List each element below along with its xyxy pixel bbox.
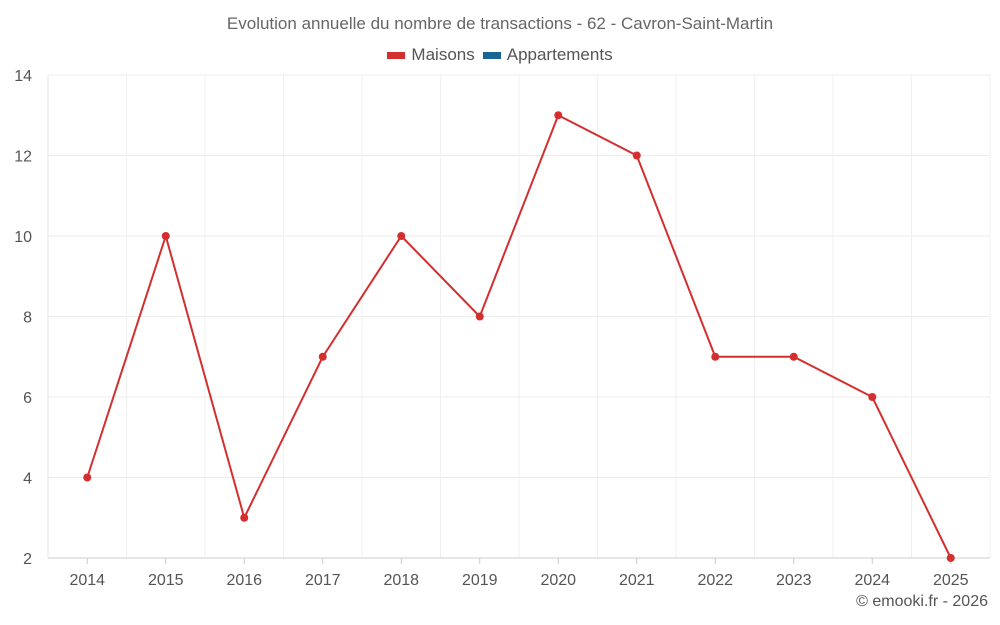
data-point [946,554,955,562]
x-tick-label: 2024 [854,572,890,589]
x-tick-label: 2017 [305,572,341,589]
x-tick-label: 2023 [776,572,812,589]
x-tick-label: 2014 [69,572,105,589]
chart-title: Evolution annuelle du nombre de transact… [226,14,774,33]
legend-swatch-appartements [482,51,501,59]
x-tick-label: 2016 [226,572,262,589]
axes: 2 4 6 8 10 12 14 2014 2015 2016 2017 2018 2019 2020 20… [14,68,990,589]
x-tick-label: 2021 [619,572,655,589]
y-tick-label: 4 [23,471,32,488]
data-point [318,352,327,361]
y-tick-label: 12 [14,149,32,166]
y-tick-label: 10 [14,229,32,246]
x-tick-label: 2025 [933,572,969,589]
series-layer [83,111,955,562]
y-tick-label: 8 [23,310,32,327]
legend-swatch-maisons [387,51,406,59]
data-point [397,232,406,240]
x-tick-label: 2020 [540,572,576,589]
x-tick-label: 2018 [383,572,419,589]
legend-label-maisons: Maisons [411,45,475,64]
data-point [711,352,720,361]
credit-text: © emooki.fr - 2026 [856,593,988,610]
data-point [632,151,641,160]
y-tick-label: 14 [14,68,32,85]
series-line-maisons [86,114,952,559]
x-tick-label: 2015 [148,572,184,589]
data-point [554,111,563,120]
legend-label-appartements: Appartements [506,45,613,64]
legend: Maisons Appartements [0,45,1000,65]
x-tick-label: 2022 [697,572,733,589]
x-tick-label: 2019 [462,572,498,589]
legend-item-appartements[interactable]: Appartements [482,45,613,65]
grid [48,74,991,558]
y-tick-label: 2 [23,551,32,568]
data-point [240,513,249,522]
data-point [789,352,798,361]
data-point [475,312,484,321]
legend-item-maisons[interactable]: Maisons [387,45,475,65]
y-tick-label: 6 [23,390,32,407]
data-point [83,473,92,482]
data-point [868,393,877,401]
data-point [161,232,170,240]
